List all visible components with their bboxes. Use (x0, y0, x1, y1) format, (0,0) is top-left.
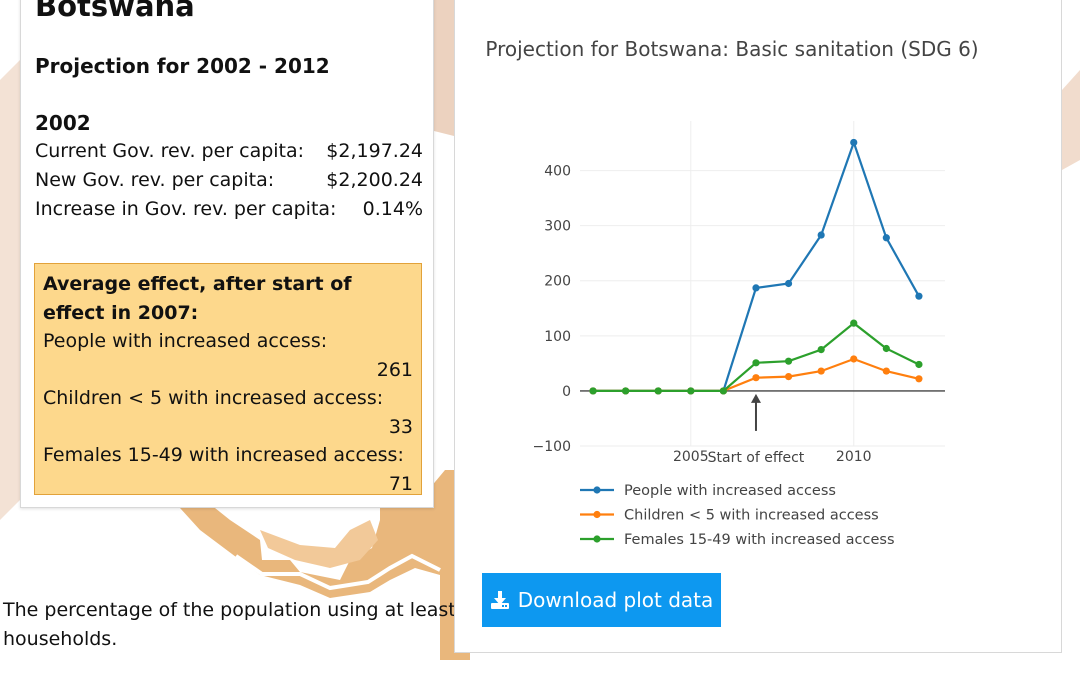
average-effect-box: Average effect, after start of effect in… (34, 263, 422, 495)
data-point (850, 319, 858, 327)
data-point (882, 367, 890, 375)
data-point (589, 387, 597, 395)
effect-label-females: Females 15-49 with increased access: (43, 444, 404, 466)
map-region-light-left (0, 60, 20, 520)
download-button-label: Download plot data (517, 588, 714, 612)
y-tick-label: −100 (533, 439, 571, 455)
map-border-line (234, 553, 441, 591)
series-layer (589, 138, 923, 395)
projection-heading: Projection for 2002 - 2012 (35, 54, 330, 78)
year-heading: 2002 (35, 111, 91, 135)
legend: People with increased access Children < 5… (580, 483, 895, 548)
country-info-panel: Botswana Projection for 2002 - 2012 2002… (20, 0, 434, 508)
map-region-inner (260, 520, 378, 568)
series-line (593, 139, 920, 392)
data-point (719, 387, 727, 395)
data-point (817, 231, 825, 239)
x-tick-label: 2010 (836, 449, 872, 465)
data-point (915, 292, 923, 300)
stat-value: $2,200.24 (326, 169, 423, 191)
data-point (850, 138, 858, 147)
legend-label: Females 15-49 with increased access (624, 532, 895, 548)
axis-layer: −100 0 100 200 300 400 2005 2010 (533, 164, 945, 465)
data-point (784, 357, 793, 365)
data-point (752, 284, 760, 292)
annotation-arrowhead (750, 393, 761, 403)
annotation-layer: Start of effect (708, 393, 805, 466)
data-point (915, 375, 923, 383)
data-point (752, 359, 760, 367)
map-region-light-right (1062, 70, 1080, 170)
description-text: The percentage of the population using a… (3, 599, 456, 650)
chart-title: Projection for Botswana: Basic sanitatio… (485, 37, 978, 61)
data-point (752, 374, 760, 382)
data-point (654, 387, 662, 395)
data-point (915, 360, 923, 369)
stat-label: New Gov. rev. per capita: (35, 169, 275, 191)
country-name: Botswana (35, 0, 195, 23)
legend-label: Children < 5 with increased access (624, 508, 879, 524)
effect-value-females: 71 (388, 472, 413, 495)
legend-marker (593, 486, 601, 494)
annotation-label: Start of effect (708, 450, 805, 466)
effect-label-children: Children < 5 with increased access: (43, 387, 384, 409)
data-point (784, 372, 793, 381)
x-tick-label: 2005 (673, 449, 709, 465)
effect-value-children: 33 (388, 415, 413, 438)
effect-label-people: People with increased access: (43, 330, 328, 352)
map-region-botswana (180, 470, 470, 660)
data-point (784, 279, 793, 288)
data-point (622, 387, 630, 395)
download-plot-data-button[interactable]: Download plot data (482, 573, 721, 627)
data-point (817, 346, 825, 354)
legend-marker (593, 535, 601, 543)
chart-panel: Projection for Botswana: Basic sanitatio… (454, 0, 1062, 653)
line-chart: Projection for Botswana: Basic sanitatio… (485, 37, 978, 548)
data-point (850, 355, 858, 363)
y-tick-label: 200 (544, 274, 571, 290)
y-tick-label: 400 (544, 164, 571, 180)
y-tick-label: 0 (562, 384, 571, 400)
stat-value: 0.14% (362, 198, 423, 220)
stat-value: $2,197.24 (326, 140, 423, 162)
legend-marker (593, 510, 601, 519)
data-point (882, 234, 890, 242)
download-icon (490, 591, 509, 609)
stat-label: Increase in Gov. rev. per capita: (35, 198, 337, 220)
data-point (882, 344, 890, 353)
effect-title: Average effect, after start of effect in… (43, 273, 352, 324)
legend-label: People with increased access (624, 483, 836, 499)
effect-value-people: 261 (376, 358, 413, 381)
stat-label: Current Gov. rev. per capita: (35, 140, 305, 162)
data-point (817, 367, 825, 375)
grid-layer (580, 121, 945, 447)
y-tick-label: 300 (544, 219, 571, 235)
data-point (687, 387, 695, 395)
y-tick-label: 100 (544, 329, 571, 345)
